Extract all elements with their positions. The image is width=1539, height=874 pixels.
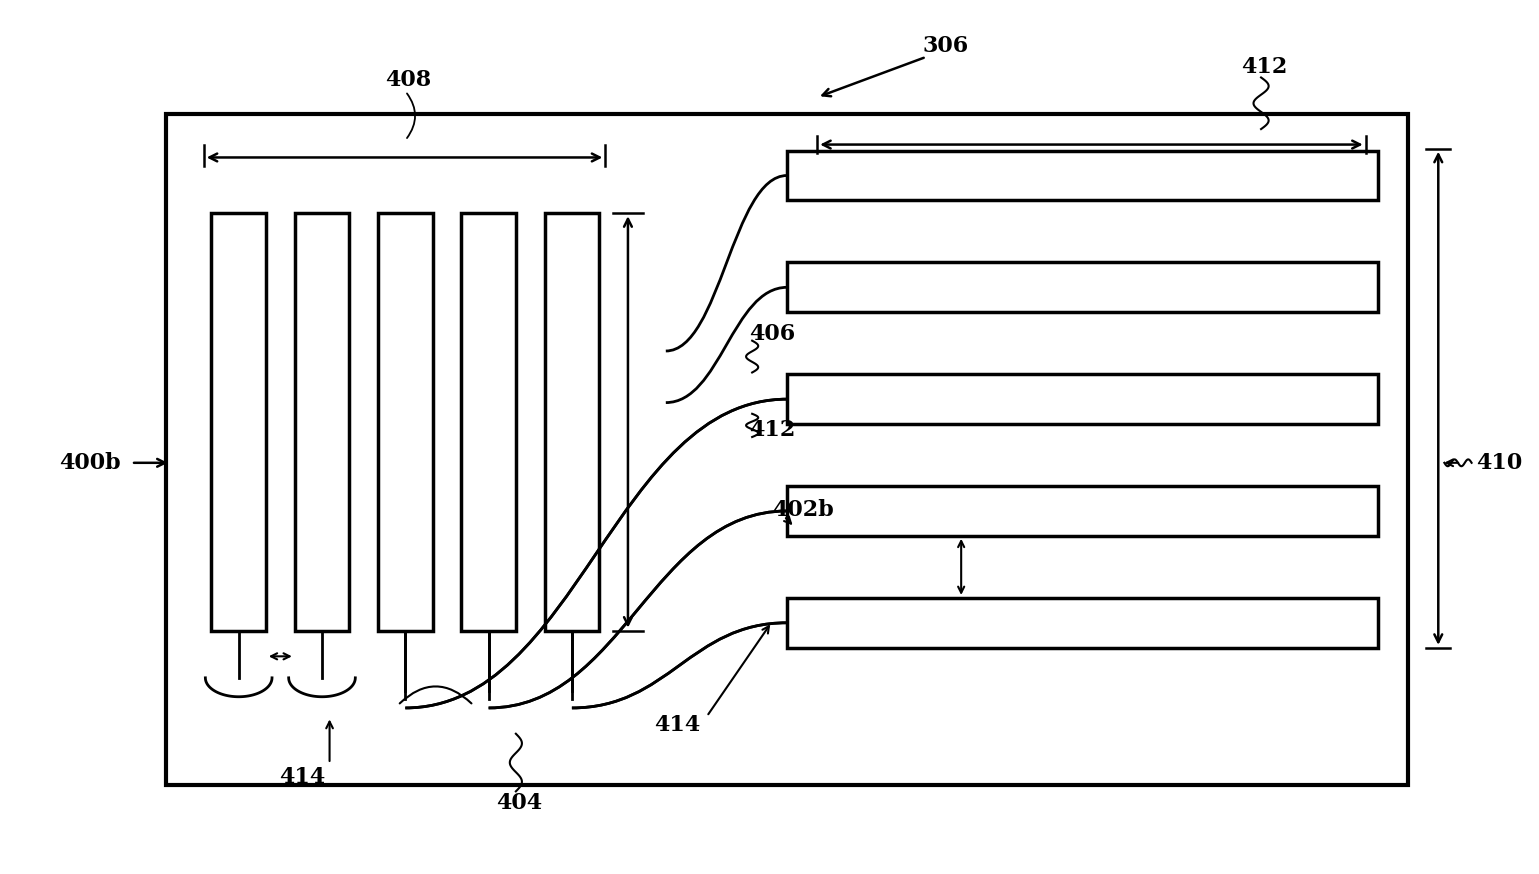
Text: 402b: 402b <box>773 499 834 521</box>
Bar <box>786 598 1377 648</box>
Text: 404: 404 <box>496 792 542 814</box>
Bar <box>786 374 1377 424</box>
Bar <box>295 213 349 630</box>
Text: 400b: 400b <box>60 452 122 474</box>
Text: 414: 414 <box>279 766 325 787</box>
Bar <box>786 486 1377 536</box>
Bar <box>166 114 1408 786</box>
Text: 412: 412 <box>749 420 796 441</box>
Bar <box>462 213 516 630</box>
Bar <box>786 262 1377 312</box>
Text: 412: 412 <box>1240 56 1287 78</box>
Text: 414: 414 <box>654 714 700 736</box>
Bar <box>211 213 266 630</box>
Text: 410: 410 <box>1476 452 1522 474</box>
Text: 406: 406 <box>749 323 796 344</box>
Text: 408: 408 <box>385 69 431 91</box>
Bar <box>379 213 432 630</box>
Bar <box>545 213 599 630</box>
Bar <box>786 150 1377 200</box>
Text: 306: 306 <box>923 35 970 57</box>
